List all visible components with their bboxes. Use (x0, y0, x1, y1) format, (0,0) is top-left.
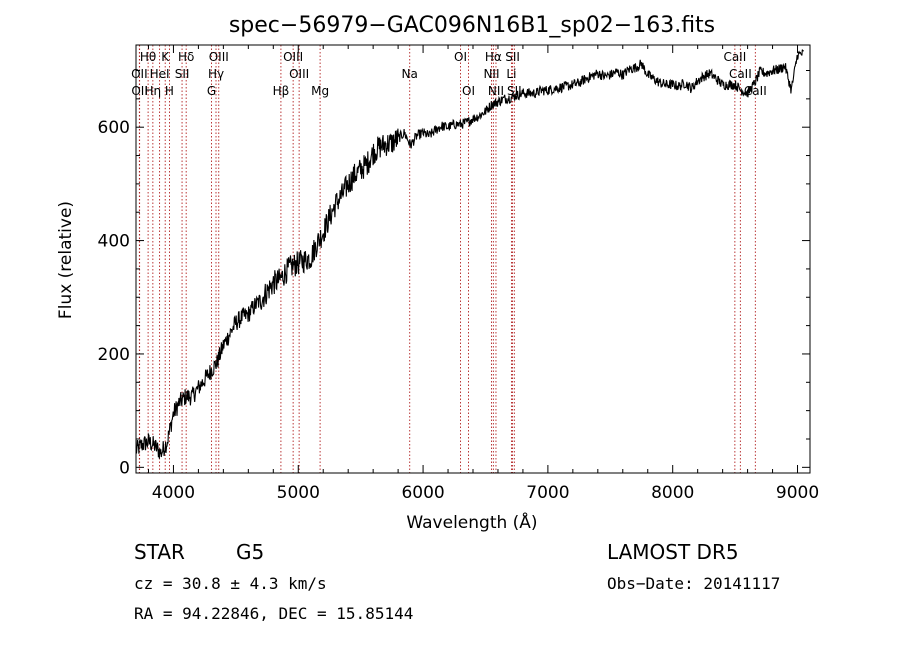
spectral-line-label: OIII (209, 50, 229, 64)
emission-lines (138, 45, 756, 473)
spectral-line-label: H (165, 84, 174, 98)
spectral-line-label: SII (175, 67, 190, 81)
spectral-line-label: OIII (283, 50, 303, 64)
spectral-line-label: OI (454, 50, 467, 64)
spectral-line-label: G (207, 84, 216, 98)
chart-title: spec−56979−GAC096N16B1_sp02−163.fits (229, 13, 715, 38)
object-subclass: G5 (236, 540, 265, 564)
spectral-line-label: Na (402, 67, 418, 81)
object-class: STAR (134, 540, 185, 564)
y-axis-ticks: 0 200 400 600 (98, 70, 810, 478)
x-axis-label: Wavelength (Å) (406, 511, 537, 533)
spectral-line-label: Hδ (178, 50, 194, 64)
spectral-line-label: Hγ (208, 67, 224, 81)
spectral-line-label: Hβ (273, 84, 290, 98)
spectrum-series-line (135, 49, 804, 459)
spectral-line-label: OII (131, 84, 148, 98)
x-tick-label: 7000 (526, 483, 569, 503)
ra-dec: RA = 94.22846, DEC = 15.85144 (134, 604, 414, 623)
spectral-line-label: Li (506, 67, 516, 81)
spectral-line-label: Hη (145, 84, 162, 98)
spectral-line-label: OIII (289, 67, 309, 81)
plot-frame (135, 44, 811, 474)
spectral-line-label: OI (462, 84, 475, 98)
redshift-text: cz = 30.8 ± 4.3 km/s (134, 574, 327, 593)
obs-date: Obs−Date: 20141117 (607, 574, 781, 593)
x-axis-ticks: 4000 5000 6000 7000 8000 9000 (147, 45, 819, 503)
x-tick-label: 6000 (401, 483, 444, 503)
x-tick-label: 8000 (651, 483, 694, 503)
spectral-line-label: NII (483, 67, 499, 81)
x-tick-label: 5000 (277, 483, 320, 503)
spectral-line-label: OII (131, 67, 148, 81)
spectral-line-label: HeI (150, 67, 170, 81)
spectral-line-label: Hα (485, 50, 502, 64)
spectral-line-label: SII (505, 50, 520, 64)
survey-name: LAMOST DR5 (607, 540, 739, 564)
spectral-line-label: Mg (311, 84, 329, 98)
y-tick-label: 0 (119, 458, 130, 478)
y-axis-label: Flux (relative) (56, 201, 76, 319)
spectral-line-label: CaII (729, 67, 752, 81)
spectral-line-label: Hθ (140, 50, 156, 64)
spectral-line-label: CaII (723, 50, 746, 64)
y-tick-label: 400 (98, 232, 130, 252)
x-tick-label: 4000 (152, 483, 195, 503)
y-tick-label: 200 (98, 345, 130, 365)
y-tick-label: 600 (98, 118, 130, 138)
x-tick-label: 9000 (776, 483, 819, 503)
spectral-line-label: K (161, 50, 170, 64)
spectral-line-label: NII (488, 84, 504, 98)
